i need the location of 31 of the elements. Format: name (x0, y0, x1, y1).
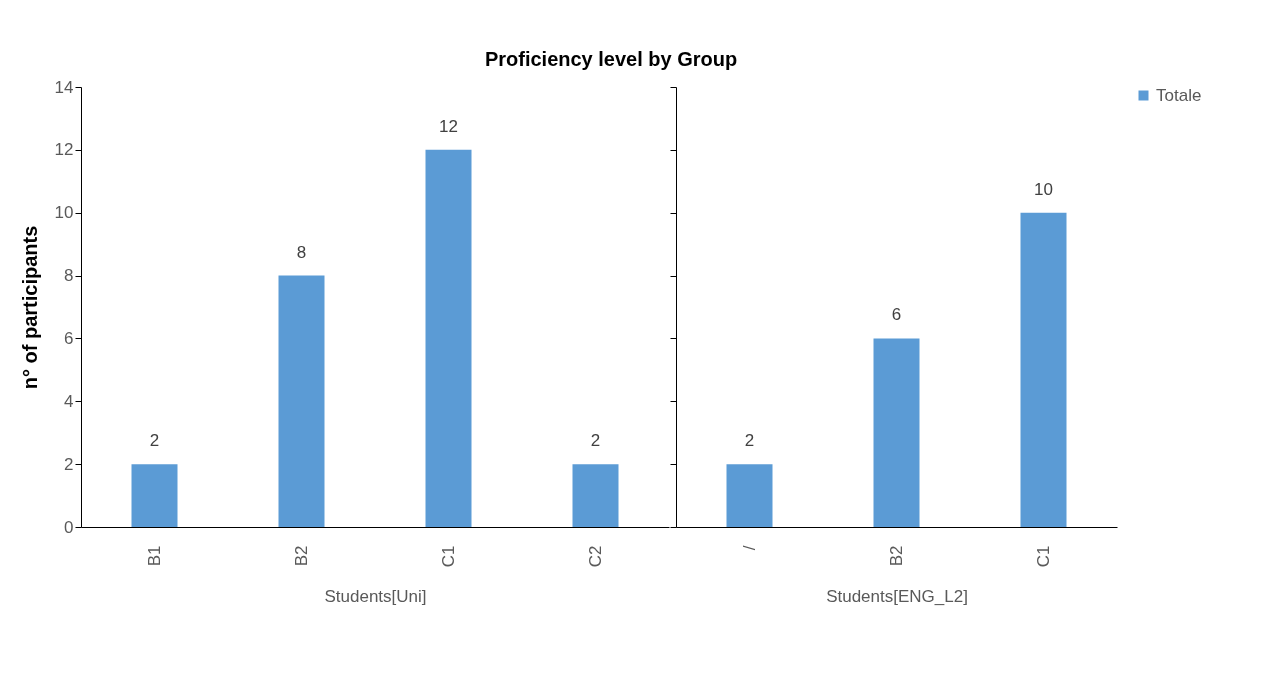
x-axis-title: Students[Uni] (324, 587, 427, 607)
x-tick-label: B2 (291, 545, 311, 567)
y-tick-label: 4 (64, 391, 74, 411)
y-tick-label: 12 (54, 140, 74, 160)
legend-label: Totale (1156, 85, 1202, 105)
chart-title: Proficiency level by Group (484, 48, 738, 70)
data-label: 2 (590, 431, 601, 451)
x-tick-label: C1 (438, 545, 458, 568)
y-tick-label: 8 (64, 266, 74, 286)
y-tick-label: 14 (54, 77, 74, 97)
data-label: 2 (744, 431, 755, 451)
data-label: 2 (149, 431, 160, 451)
x-axis-title: Students[ENG_L2] (826, 587, 968, 607)
y-tick-label: 0 (64, 517, 74, 537)
x-tick-label: C2 (585, 545, 605, 568)
x-tick-label: B1 (144, 545, 164, 567)
x-tick-label: B2 (886, 545, 906, 567)
bar (425, 149, 472, 527)
bar (572, 464, 619, 527)
data-label: 8 (296, 242, 307, 262)
y-axis-title: n° of participants (18, 225, 41, 390)
bar (131, 464, 178, 527)
data-label: 10 (1034, 179, 1053, 199)
y-tick-label: 6 (64, 328, 74, 348)
y-tick-label: 10 (54, 203, 74, 223)
bar (278, 275, 325, 527)
x-tick-label: / (739, 545, 759, 551)
data-label: 12 (439, 116, 458, 136)
data-label: 6 (891, 305, 902, 325)
x-tick-label: C1 (1033, 545, 1053, 568)
y-tick-label: 2 (64, 454, 74, 474)
